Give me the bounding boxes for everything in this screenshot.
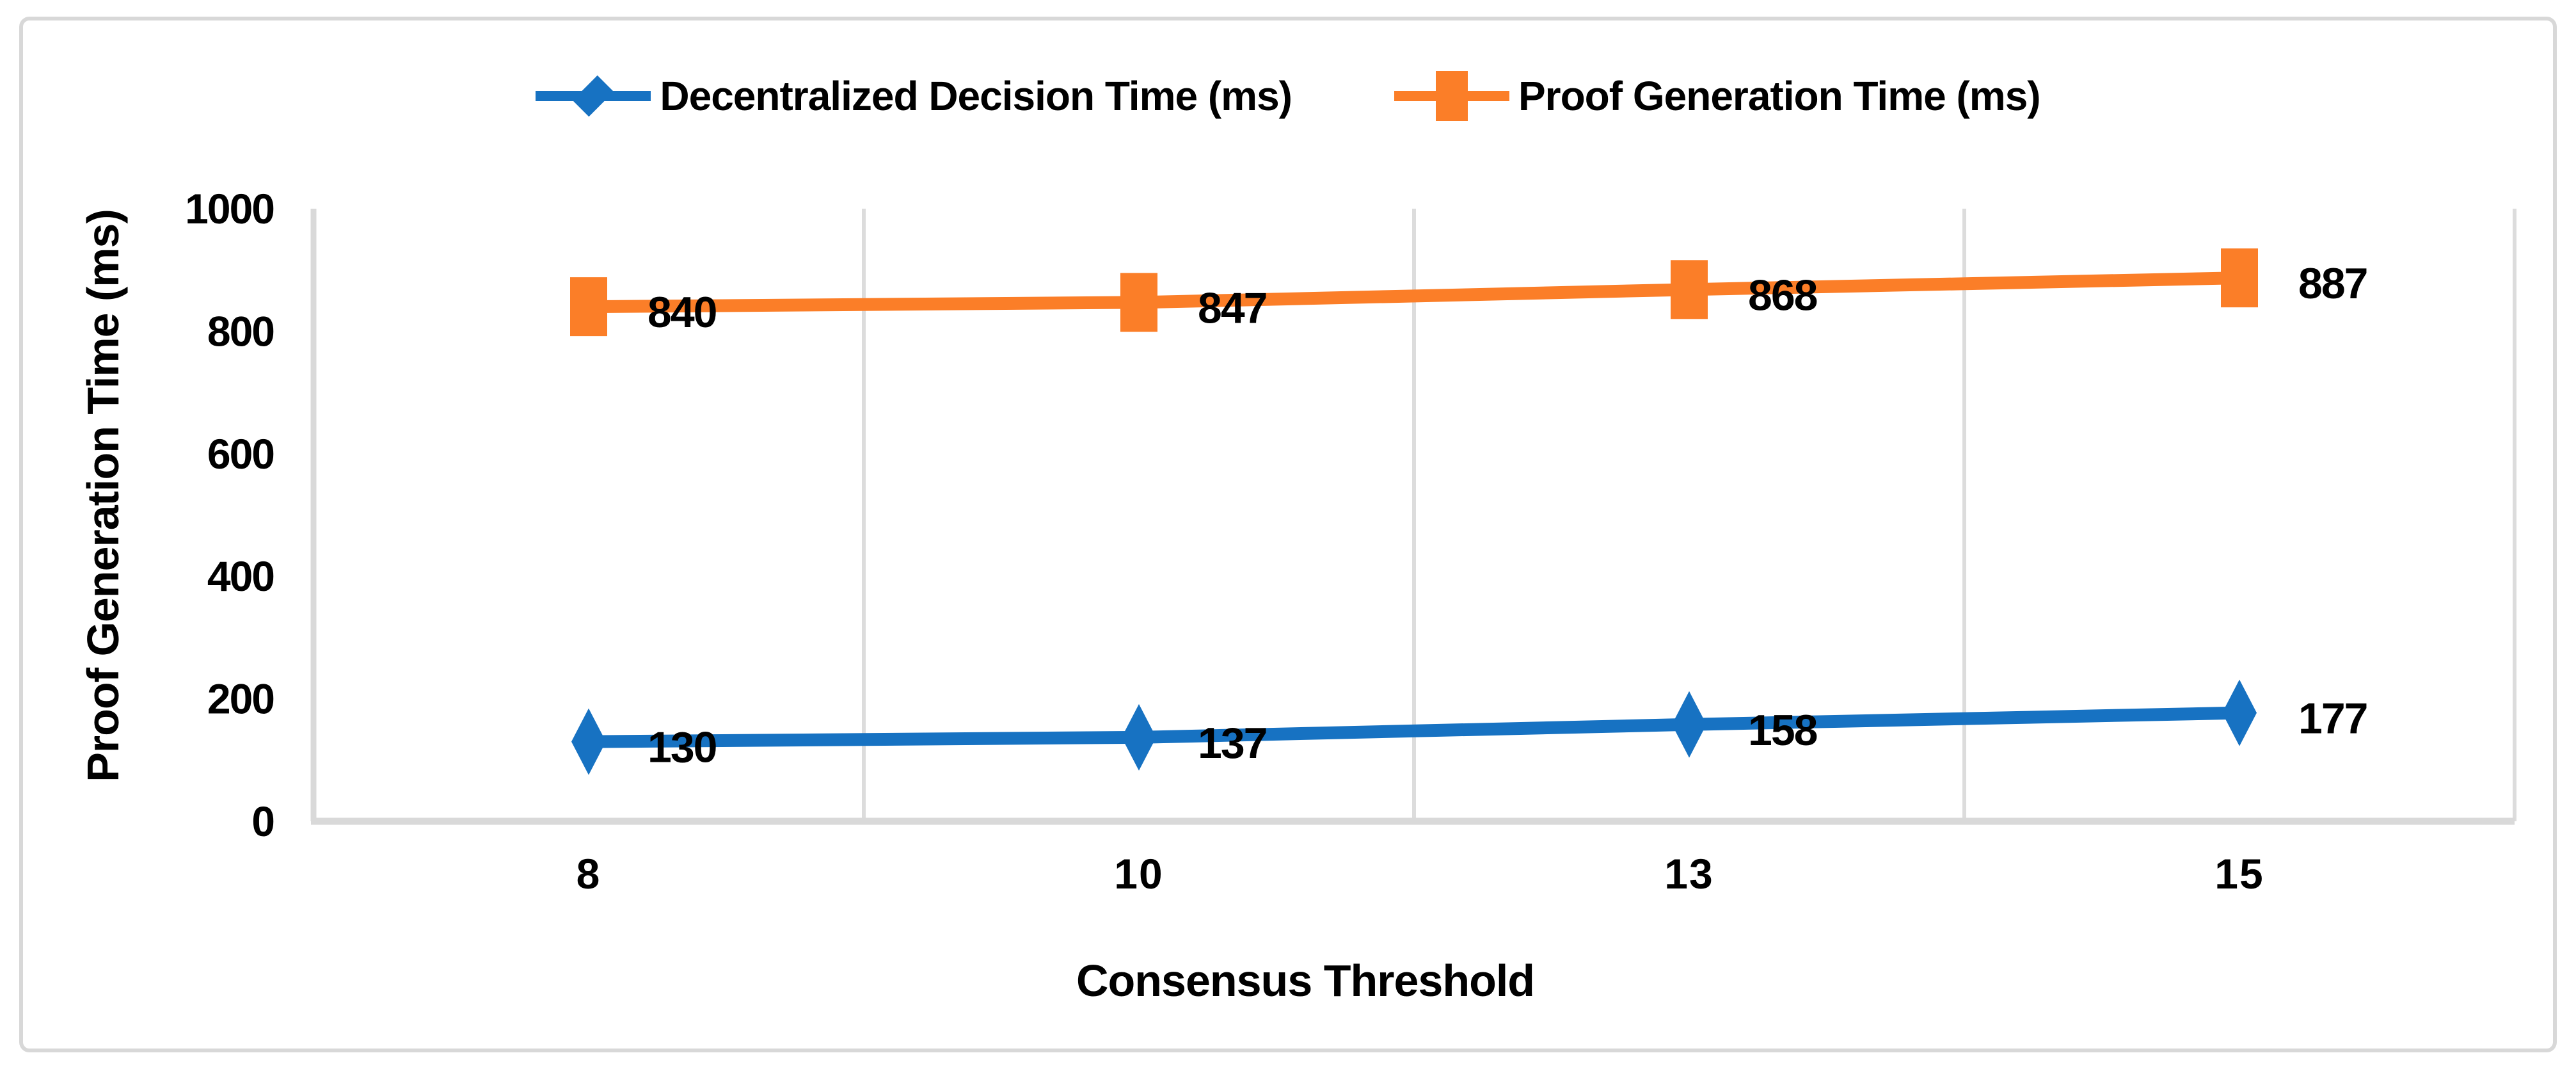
x-axis-title: Consensus Threshold: [1076, 956, 1534, 1006]
diamond-marker-icon: [1672, 691, 1706, 758]
y-tick-label: 600: [207, 430, 274, 478]
square-marker-icon: [570, 277, 607, 337]
data-label: 887: [2298, 259, 2367, 308]
data-label: 137: [1198, 719, 1266, 768]
y-tick-label: 0: [251, 798, 274, 845]
legend-sample-line-square-icon: [1394, 63, 1509, 129]
series-line: [582, 706, 2246, 748]
diamond-marker-icon: [573, 75, 614, 117]
legend-label-decentralized-decision-time: Decentralized Decision Time (ms): [660, 73, 1292, 119]
x-tick-label: 10: [1114, 850, 1163, 897]
diamond-marker-icon: [571, 708, 606, 775]
y-tick-label: 1000: [185, 185, 274, 232]
square-marker-icon: [2221, 248, 2258, 308]
legend-item-proof-generation-time: Proof Generation Time (ms): [1394, 63, 2041, 129]
legend: Decentralized Decision Time (ms) Proof G…: [0, 63, 2576, 129]
diamond-marker-icon: [2222, 679, 2257, 746]
square-marker-icon: [1435, 71, 1468, 121]
square-marker-icon: [1671, 260, 1708, 319]
data-label: 840: [648, 288, 717, 337]
data-label: 158: [1748, 706, 1817, 755]
legend-sample-line-diamond-icon: [536, 63, 651, 129]
square-marker-icon: [1120, 273, 1157, 332]
data-label: 177: [2298, 695, 2367, 743]
x-tick-label: 15: [2214, 850, 2264, 897]
series-line: [582, 271, 2246, 314]
legend-label-proof-generation-time: Proof Generation Time (ms): [1518, 73, 2041, 119]
x-tick-label: 13: [1664, 850, 1713, 897]
y-tick-label: 800: [207, 307, 274, 355]
diamond-marker-icon: [1122, 703, 1156, 771]
legend-item-decentralized-decision-time: Decentralized Decision Time (ms): [536, 63, 1292, 129]
data-label: 847: [1198, 284, 1266, 332]
chart-frame: [19, 17, 2557, 1052]
y-axis-title: Proof Generation Time (ms): [78, 209, 128, 782]
data-label: 130: [648, 723, 717, 772]
y-tick-label: 400: [207, 552, 274, 600]
x-tick-label: 8: [576, 850, 601, 897]
y-tick-label: 200: [207, 675, 274, 723]
data-label: 868: [1748, 271, 1817, 319]
